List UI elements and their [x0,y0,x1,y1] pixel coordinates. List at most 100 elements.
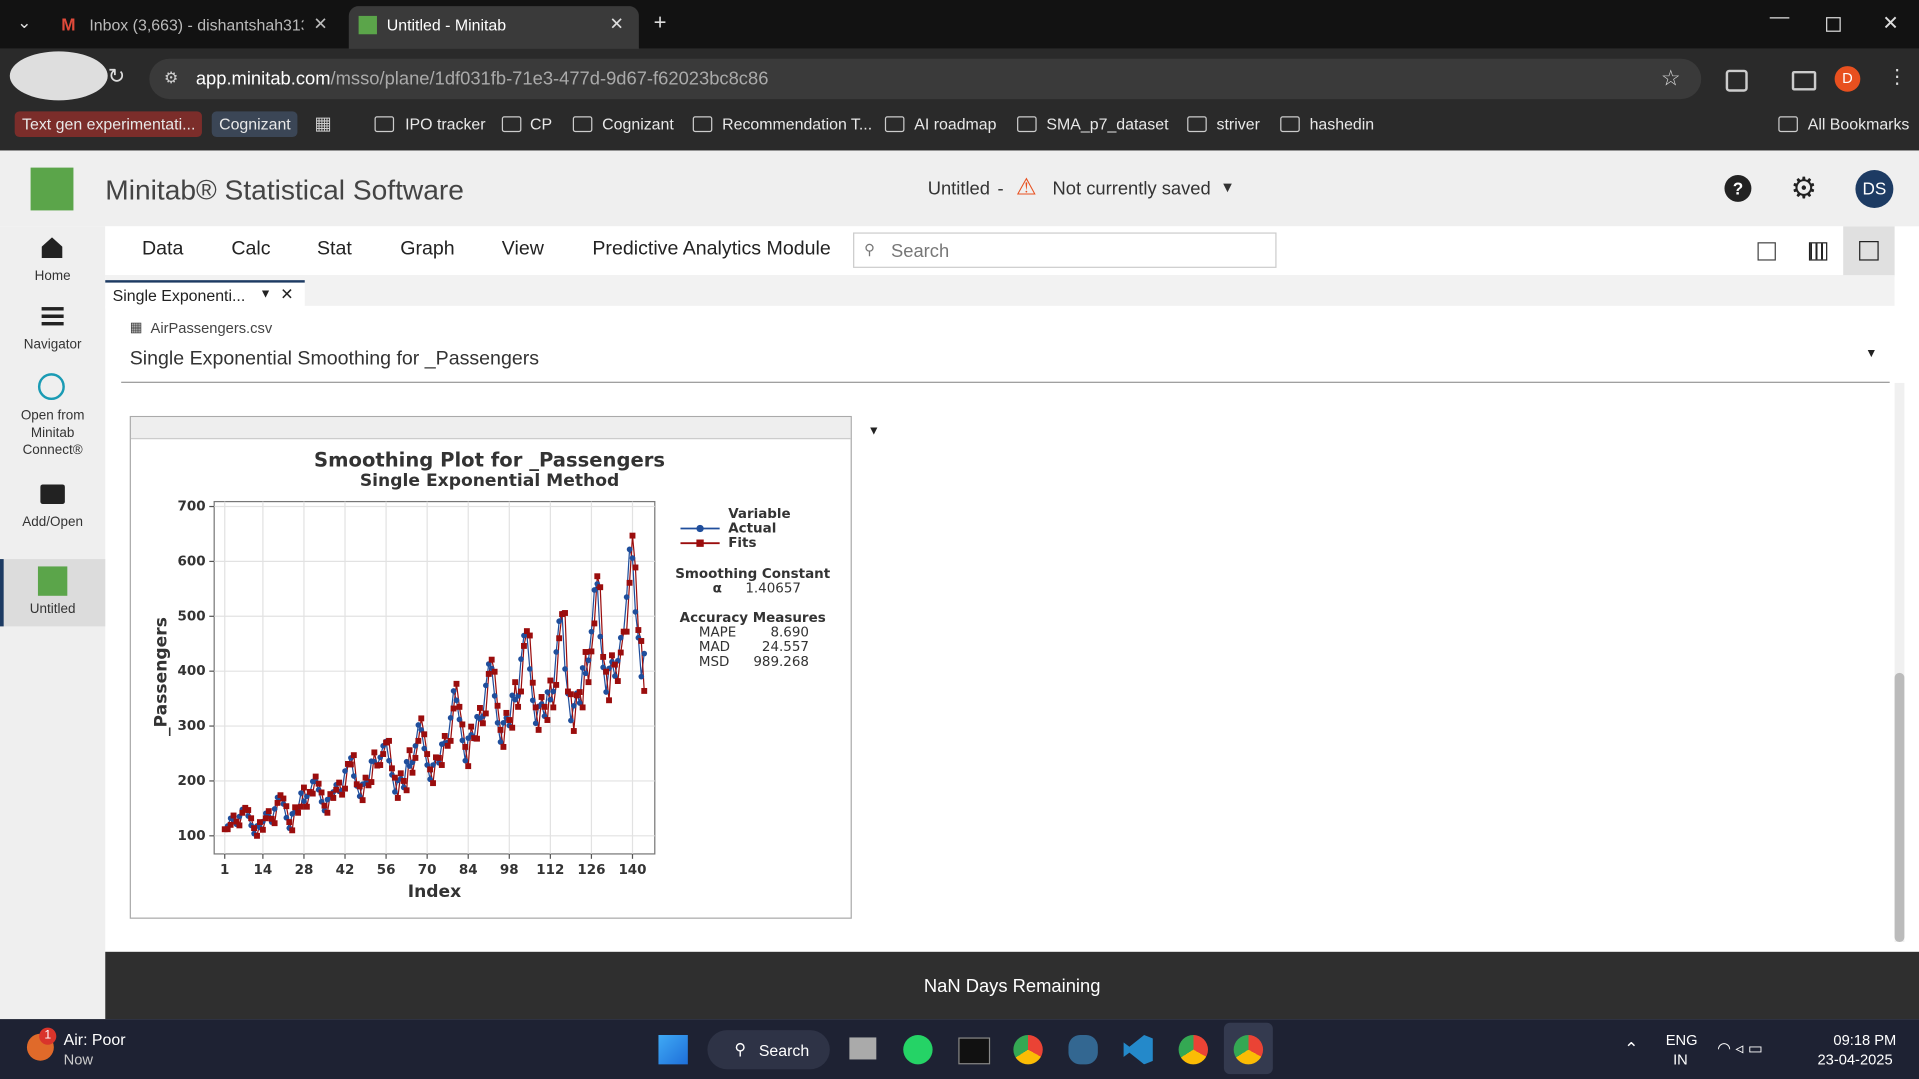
bookmark[interactable]: AI roadmap [914,114,997,134]
close-window[interactable]: ✕ [1882,13,1899,35]
marker [477,705,483,711]
menu-item[interactable]: Calc [231,238,271,260]
marker [597,584,604,591]
output-tab-menu[interactable]: ▼ [259,287,272,301]
menu-item[interactable]: Data [141,238,184,260]
apps-grid[interactable]: ▦ [314,113,332,135]
profile[interactable]: D [1834,66,1861,92]
sidebar-item[interactable]: Open from Minitab Connect® [20,408,85,458]
language[interactable]: ENG [1665,1031,1698,1049]
extensions[interactable] [1725,69,1748,92]
tab-close[interactable]: ✕ [609,13,624,34]
marker [430,780,436,787]
cast[interactable] [1791,70,1817,91]
save-status[interactable]: Not currently saved [1052,178,1211,200]
clock-time[interactable]: 09:18 PM [1833,1031,1897,1049]
bookmark[interactable]: Recommendation T... [722,114,873,134]
app-icon[interactable] [1013,1034,1043,1065]
marker [483,682,489,689]
settings[interactable]: ⚙ [1790,172,1817,206]
bookmark[interactable]: Cognizant [219,114,291,134]
marker [330,795,337,801]
app-icon[interactable] [849,1037,877,1060]
marker [456,703,463,710]
marker [626,579,633,586]
site-info[interactable]: ⚙ [164,68,179,87]
output-tabbar [105,275,1895,306]
reload[interactable]: ↻ [107,64,126,89]
save-menu[interactable]: ▼ [1220,178,1235,196]
tab-list-button[interactable]: ⌄ [17,12,32,32]
marker [576,700,583,706]
bookmark[interactable]: CP [529,114,553,134]
y-tick-label: 600 [178,554,206,569]
scroll-thumb[interactable] [1894,672,1905,943]
marker [571,702,577,709]
restore[interactable] [1826,17,1841,32]
tray-expand[interactable]: ⌃ [1624,1038,1639,1059]
project-name[interactable]: Untitled [927,178,990,200]
sidebar-item[interactable]: Add/Open [22,515,83,530]
menu-item[interactable]: Predictive Analytics Module [592,238,831,260]
bookmark[interactable]: SMA_p7_dataset [1046,114,1169,134]
search-box[interactable] [853,232,1277,268]
marker [224,826,231,833]
bookmark-chip[interactable] [14,111,202,138]
bookmark[interactable]: IPO tracker [405,114,486,134]
app-icon[interactable] [958,1037,991,1065]
marker [527,666,533,672]
marker [415,737,422,744]
output-tab-close[interactable]: ✕ [280,285,294,304]
active-tab[interactable]: Untitled - Minitab ✕ [348,6,639,49]
app-icon[interactable] [1178,1034,1208,1065]
marker [553,681,560,688]
bookmark[interactable]: hashedin [1309,114,1375,134]
marker [509,692,516,699]
layout-button[interactable] [1808,242,1828,261]
output-collapse[interactable]: ▼ [1865,347,1878,361]
tab-close[interactable]: ✕ [313,13,328,34]
sidebar-item[interactable]: Home [34,269,71,284]
menu-item[interactable]: Stat [316,238,352,260]
marker [462,757,469,764]
output-tab[interactable] [105,280,305,309]
bookmark[interactable]: Cognizant [602,114,674,134]
folder-icon [692,116,713,133]
new-tab[interactable]: + [653,9,667,35]
app-icon[interactable] [903,1034,933,1065]
bookmark-star[interactable]: ☆ [1660,66,1681,91]
menu-item[interactable]: Graph [400,238,455,260]
app-icon [1233,1034,1264,1065]
menu-item[interactable]: View [501,238,544,260]
folder-icon [1187,116,1207,133]
x-tick-label: 56 [377,863,396,878]
marker [532,704,539,711]
all-bookmarks[interactable]: All Bookmarks [1807,114,1910,134]
marker [286,819,293,826]
browser-menu[interactable]: ⋮ [1887,67,1907,89]
tray-icons[interactable]: ◠ ◃ ▭ [1717,1038,1763,1058]
start-button[interactable] [658,1034,688,1065]
layout-button[interactable] [1757,242,1776,261]
sidebar-item[interactable]: Untitled [29,601,76,617]
help[interactable]: ? [1724,174,1752,202]
bookmark[interactable]: Text gen experimentati... [22,114,196,134]
app-icon[interactable] [1068,1034,1098,1065]
user-avatar[interactable]: DS [1855,170,1894,208]
y-axis-label: _Passengers [152,617,172,736]
minimize[interactable]: — [1769,7,1790,29]
tab[interactable]: M Inbox (3,663) - dishantshah313 ✕ [47,6,343,45]
marker [227,821,234,828]
marker [438,762,445,768]
marker [611,661,618,668]
layout-button-active[interactable] [1843,226,1895,276]
sidebar-item[interactable]: Navigator [23,337,82,353]
graph-menu[interactable]: ▼ [867,424,880,438]
bookmark-chip[interactable] [211,111,298,138]
marker [424,762,430,768]
weather[interactable]: Air: Poor [63,1030,126,1049]
marker [312,773,319,780]
bookmark[interactable]: striver [1216,114,1260,134]
taskbar-search[interactable] [707,1030,830,1070]
address-bar[interactable] [149,58,1702,100]
